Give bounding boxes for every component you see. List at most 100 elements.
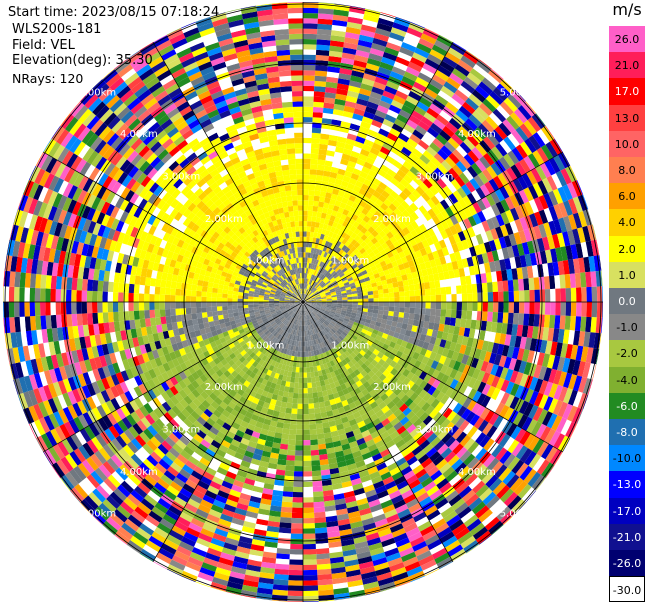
range-gate: [281, 507, 292, 513]
range-gate: [436, 302, 441, 309]
range-gate: [315, 418, 322, 424]
range-gate: [440, 309, 446, 317]
range-gate: [308, 195, 314, 201]
range-gate: [409, 308, 415, 314]
range-gate: [555, 289, 561, 303]
range-gate: [306, 367, 310, 373]
range-gate: [293, 482, 303, 487]
range-gate: [425, 289, 431, 296]
range-gate: [513, 279, 519, 291]
range-gate: [292, 508, 303, 514]
range-gate: [461, 285, 467, 294]
range-gate: [303, 237, 306, 242]
range-gate: [303, 461, 312, 466]
range-gate: [592, 302, 598, 317]
range-gate: [286, 460, 295, 466]
range-gate: [514, 291, 520, 302]
range-gate: [306, 232, 310, 238]
range-gate: [388, 311, 394, 316]
range-gate: [571, 302, 577, 316]
range-gate: [288, 575, 303, 581]
range-gate: [299, 367, 303, 372]
range-gate: [472, 284, 478, 293]
range-gate: [309, 414, 315, 420]
range-gate: [451, 294, 456, 302]
range-gate: [528, 278, 534, 290]
range-gate: [296, 430, 303, 435]
range-gate: [287, 596, 303, 602]
range-gate: [415, 296, 420, 302]
range-gate: [282, 502, 293, 508]
range-gate: [425, 295, 430, 302]
range-gate: [307, 226, 311, 232]
range-gate: [303, 487, 313, 493]
range-gate: [294, 461, 303, 466]
range-gate: [303, 86, 314, 92]
range-gate: [393, 287, 399, 293]
range-gate: [280, 407, 287, 413]
range-gate: [576, 302, 582, 317]
range-gate: [566, 302, 572, 316]
range-gate: [295, 377, 300, 383]
range-gate: [303, 39, 317, 45]
range-gate: [286, 455, 295, 461]
range-gate: [429, 315, 435, 322]
range-gate: [303, 399, 308, 404]
range-gate: [540, 302, 546, 315]
range-gate: [309, 180, 316, 186]
range-gate: [314, 403, 320, 409]
range-gate: [289, 565, 303, 571]
range-gate: [409, 284, 415, 290]
range-gate: [303, 585, 318, 591]
range-gate: [550, 302, 556, 315]
range-gate: [378, 294, 384, 299]
range-gate: [306, 237, 310, 242]
range-gate: [415, 308, 421, 314]
range-gate: [503, 302, 509, 313]
range-gate: [518, 279, 524, 291]
range-gate: [389, 297, 394, 302]
range-gate: [311, 148, 319, 154]
range-gate: [389, 307, 395, 312]
range-gate: [299, 373, 303, 378]
range-gate: [314, 507, 325, 513]
range-gate: [435, 288, 441, 295]
range-gate: [445, 279, 451, 287]
range-gate: [292, 502, 303, 508]
range-gate: [451, 286, 457, 294]
range-gate: [393, 312, 399, 318]
range-gate: [555, 302, 561, 316]
range-gate: [303, 23, 318, 29]
range-gate: [450, 278, 456, 287]
range-gate: [314, 408, 320, 414]
range-gate: [440, 280, 446, 288]
range-gate: [289, 429, 296, 435]
range-gate: [597, 302, 603, 318]
range-gate: [290, 424, 297, 430]
range-gate: [303, 570, 317, 576]
range-gate: [277, 543, 290, 549]
range-gate: [303, 75, 315, 81]
range-gate: [462, 293, 467, 302]
range-gate: [303, 471, 312, 476]
range-gate: [294, 466, 303, 471]
range-gate: [303, 373, 307, 378]
range-gate: [425, 308, 431, 315]
range-gate: [309, 419, 316, 425]
range-gate: [278, 533, 291, 539]
range-gate: [280, 444, 288, 450]
range-gate: [303, 502, 314, 508]
range-gate: [290, 554, 304, 560]
range-gate: [310, 434, 317, 440]
range-gate: [535, 290, 541, 302]
range-gate: [420, 308, 426, 315]
range-gate: [559, 316, 565, 330]
range-gate: [303, 414, 309, 419]
range-gate: [431, 302, 436, 309]
range-gate: [586, 287, 592, 302]
range-gate: [404, 285, 410, 291]
range-gate: [303, 205, 308, 210]
range-gate: [441, 295, 446, 303]
range-gate: [314, 97, 325, 103]
range-gate: [289, 387, 294, 393]
